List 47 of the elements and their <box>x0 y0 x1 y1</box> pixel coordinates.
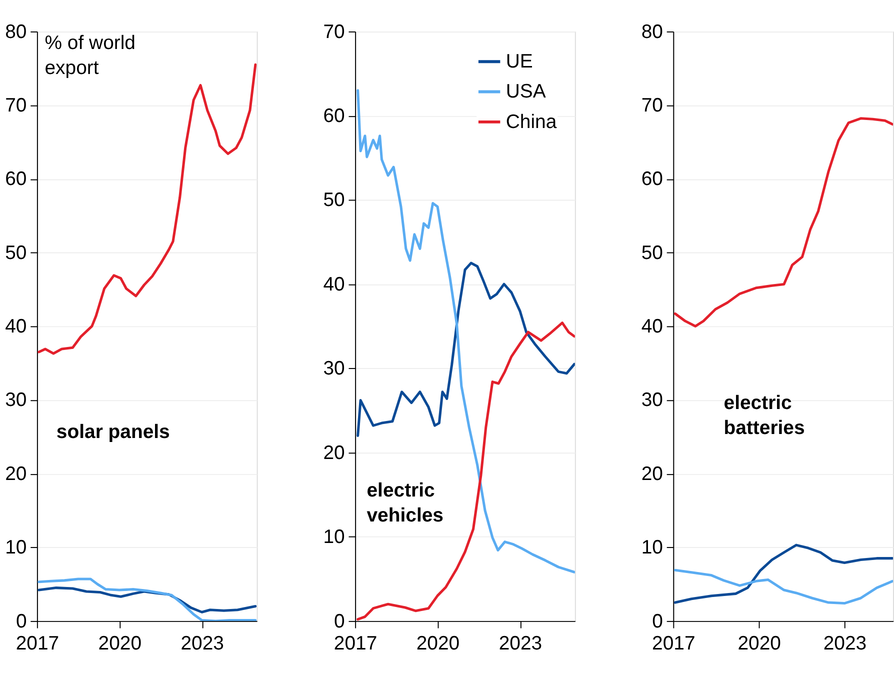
x-tick-label: 2017 <box>652 632 696 655</box>
y-tick-label: 0 <box>16 610 27 632</box>
annotation: electric vehicles <box>366 479 444 527</box>
y-tick-label: 30 <box>5 389 27 412</box>
y-tick-label: 50 <box>323 189 346 212</box>
x-tick-label: 2023 <box>498 632 542 655</box>
x-tick-label: 2023 <box>180 632 224 655</box>
y-tick-label: 40 <box>5 316 27 338</box>
y-tick-label: 40 <box>323 273 346 296</box>
y-tick-label: 0 <box>652 610 664 632</box>
y-tick-label: 10 <box>5 536 27 559</box>
x-tick-label: 2020 <box>416 632 460 655</box>
line-series <box>674 568 894 605</box>
y-tick-label: 10 <box>641 536 664 559</box>
x-tick-label: 2023 <box>823 632 867 655</box>
y-tick-label: 20 <box>641 462 664 485</box>
y-tick-label: 60 <box>5 168 27 190</box>
y-tick-label: 80 <box>641 20 664 43</box>
line-series <box>38 63 257 355</box>
y-tick-label: 50 <box>5 242 27 264</box>
x-tick-label: 2020 <box>98 632 142 655</box>
y-tick-label: 20 <box>323 442 346 464</box>
y-tick-label: 30 <box>641 389 664 412</box>
line-series <box>674 117 894 328</box>
y-tick-label: 30 <box>323 358 346 380</box>
legend-label: China <box>506 110 557 133</box>
y-tick-label: 70 <box>323 20 346 43</box>
annotation: solar panels <box>56 421 170 444</box>
annotation: % of world export <box>44 32 136 80</box>
y-tick-label: 70 <box>641 94 664 116</box>
x-tick-label: 2017 <box>334 632 378 655</box>
y-tick-label: 20 <box>5 462 27 485</box>
y-tick-label: 70 <box>5 94 27 116</box>
x-tick-label: 2020 <box>738 632 782 655</box>
y-tick-label: 0 <box>334 610 346 632</box>
legend-label: UE <box>506 50 533 72</box>
y-tick-label: 80 <box>5 20 27 43</box>
y-tick-label: 10 <box>323 526 346 548</box>
y-tick-label: 60 <box>323 104 346 127</box>
line-series <box>356 262 575 437</box>
y-tick-label: 50 <box>641 242 664 264</box>
legend-label: USA <box>506 80 546 103</box>
line-series <box>674 544 894 604</box>
y-tick-label: 40 <box>641 316 664 338</box>
x-tick-label: 2017 <box>16 632 60 655</box>
y-tick-label: 60 <box>641 168 664 190</box>
annotation: electric batteries <box>724 392 805 440</box>
